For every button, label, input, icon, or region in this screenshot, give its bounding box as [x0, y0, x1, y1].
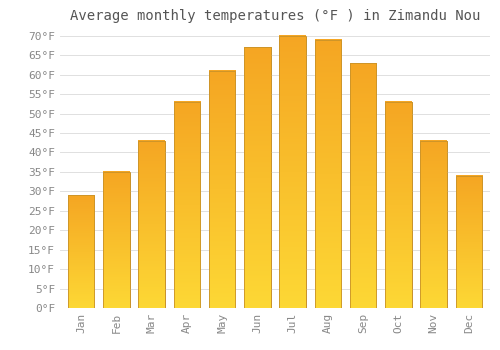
- Bar: [350, 63, 376, 308]
- Bar: [420, 141, 447, 308]
- Bar: [209, 71, 236, 308]
- Bar: [68, 195, 94, 308]
- Bar: [103, 172, 130, 308]
- Bar: [314, 40, 341, 308]
- Title: Average monthly temperatures (°F ) in Zimandu Nou: Average monthly temperatures (°F ) in Zi…: [70, 9, 480, 23]
- Bar: [456, 176, 482, 308]
- Bar: [138, 141, 165, 308]
- Bar: [314, 40, 341, 308]
- Bar: [280, 36, 306, 308]
- Bar: [103, 172, 130, 308]
- Bar: [174, 102, 200, 308]
- Bar: [456, 176, 482, 308]
- Bar: [350, 63, 376, 308]
- Bar: [385, 102, 411, 308]
- Bar: [68, 195, 94, 308]
- Bar: [174, 102, 200, 308]
- Bar: [385, 102, 411, 308]
- Bar: [280, 36, 306, 308]
- Bar: [244, 48, 270, 308]
- Bar: [138, 141, 165, 308]
- Bar: [209, 71, 236, 308]
- Bar: [420, 141, 447, 308]
- Bar: [244, 48, 270, 308]
